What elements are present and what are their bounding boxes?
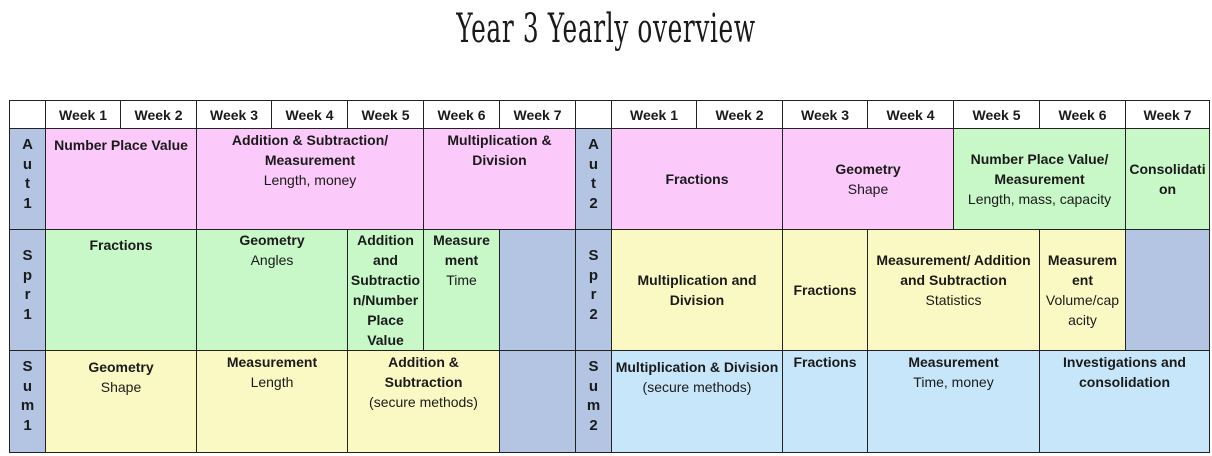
yearly-overview-table: Week 1 Week 2 Week 3 Week 4 Week 5 Week … <box>9 100 1210 453</box>
header-week-right: Week 3 <box>782 100 868 129</box>
page-title: Year 3 Yearly overview <box>456 6 756 52</box>
cell-multiplication-division-secure: Multiplication & Division (secure method… <box>611 350 783 453</box>
cell-measurement-time-money: Measurement Time, money <box>867 350 1040 453</box>
cell-fractions: Fractions <box>45 229 197 351</box>
header-week-left: Week 2 <box>120 100 197 129</box>
cell-number-place-value-measurement: Number Place Value/ Measurement Length, … <box>953 128 1126 230</box>
cell-measurement-length: Measurement Length <box>196 350 348 453</box>
cell-investigations-consolidation: Investigations and consolidation <box>1039 350 1210 453</box>
cell-consolidation: Consolidati on <box>1125 128 1210 230</box>
cell-number-place-value: Number Place Value <box>45 128 197 230</box>
cell-addition-subtraction-number-place-value: Addition and Subtractio n/Number Place V… <box>347 229 424 351</box>
cell-empty <box>1125 229 1210 351</box>
header-week-left: Week 7 <box>499 100 576 129</box>
cell-fractions: Fractions <box>782 350 868 453</box>
header-week-left: Week 1 <box>45 100 121 129</box>
cell-multiplication-division: Multiplication & Division <box>423 128 576 230</box>
cell-measurement-time: Measure ment Time <box>423 229 500 351</box>
header-week-right: Week 2 <box>696 100 783 129</box>
cell-fractions: Fractions <box>611 128 783 230</box>
cell-fractions: Fractions <box>782 229 868 351</box>
header-week-right: Week 6 <box>1039 100 1126 129</box>
header-blank-right <box>575 100 612 129</box>
header-week-right: Week 7 <box>1125 100 1210 129</box>
header-blank-left <box>9 100 46 129</box>
cell-addition-subtraction-measurement: Addition & Subtraction/ Measurement Leng… <box>196 128 424 230</box>
cell-geometry-shape: Geometry Shape <box>45 350 197 453</box>
header-week-left: Week 4 <box>271 100 348 129</box>
header-week-left: Week 6 <box>423 100 500 129</box>
cell-addition-subtraction-secure: Addition & Subtraction (secure methods) <box>347 350 500 453</box>
cell-measurement-addition-subtraction: Measurement/ Addition and Subtraction St… <box>867 229 1040 351</box>
header-week-right: Week 4 <box>867 100 954 129</box>
header-week-right: Week 5 <box>953 100 1040 129</box>
cell-geometry-shape: Geometry Shape <box>782 128 954 230</box>
cell-measurement-volume-capacity: Measurem ent Volume/cap acity <box>1039 229 1126 351</box>
header-week-left: Week 5 <box>347 100 424 129</box>
cell-empty <box>499 350 576 453</box>
cell-empty <box>499 229 576 351</box>
cell-multiplication-division: Multiplication and Division <box>611 229 783 351</box>
header-row: Week 1 Week 2 Week 3 Week 4 Week 5 Week … <box>9 100 1210 129</box>
header-week-right: Week 1 <box>611 100 697 129</box>
cell-geometry-angles: Geometry Angles <box>196 229 348 351</box>
header-week-left: Week 3 <box>196 100 272 129</box>
